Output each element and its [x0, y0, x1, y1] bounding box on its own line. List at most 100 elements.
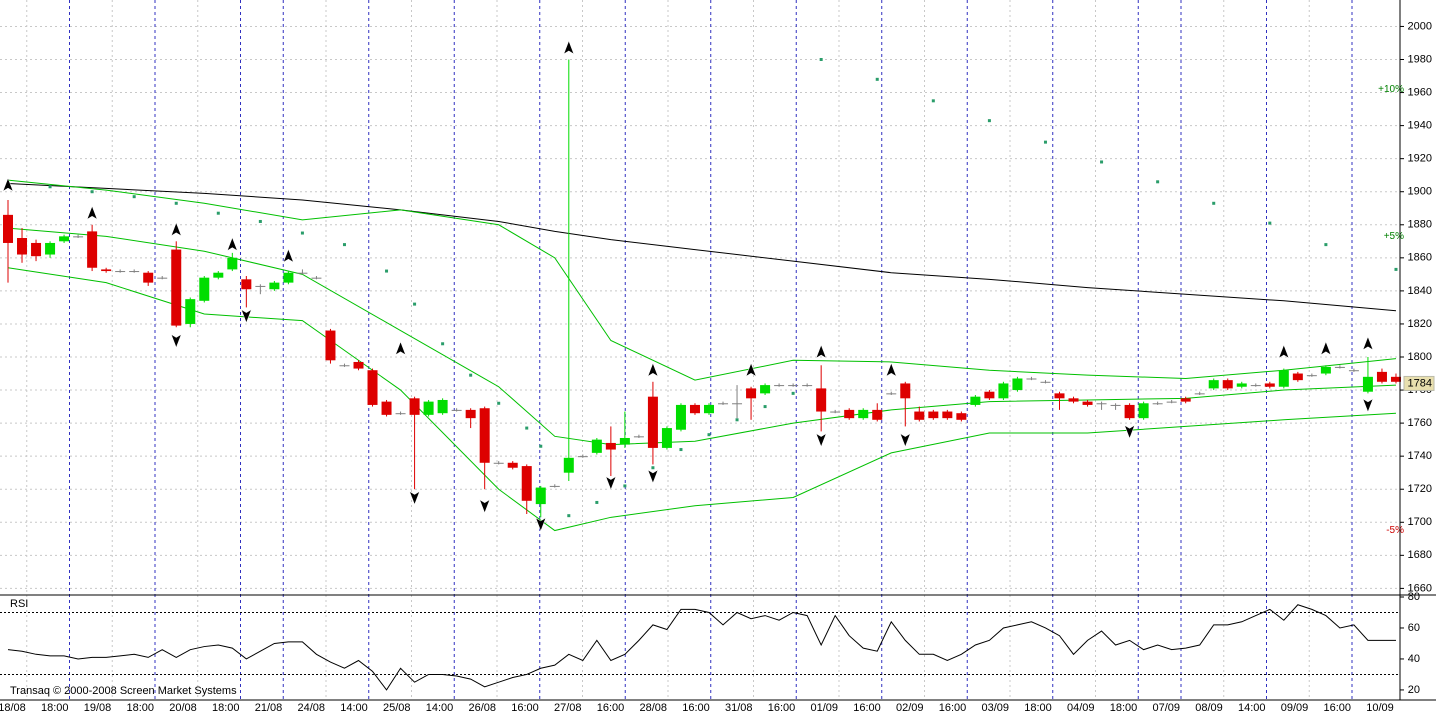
y-tick-label: 1680: [1408, 549, 1432, 561]
candle-body: [31, 242, 42, 257]
y-tick-label: 1820: [1408, 318, 1432, 330]
last-price-label: 1784: [1408, 377, 1432, 389]
sar-dot: [441, 342, 445, 346]
candle-body: [395, 413, 406, 415]
sar-dot: [1156, 180, 1160, 184]
x-tick-label: 08/09: [1195, 702, 1223, 714]
x-tick-label: 26/08: [468, 702, 496, 714]
candle-body: [998, 383, 1009, 399]
candle-body: [451, 409, 462, 411]
candle-body: [1390, 376, 1401, 382]
candle-body: [339, 365, 350, 367]
sar-dot: [735, 418, 739, 422]
x-tick-label: 24/08: [297, 702, 325, 714]
y-tick-label: 1720: [1408, 483, 1432, 495]
signal-up: [745, 362, 757, 377]
candle-body: [1166, 401, 1177, 403]
y-tick-label: 1980: [1408, 53, 1432, 65]
candle-body: [1362, 376, 1373, 392]
x-tick-label: 19/08: [84, 702, 112, 714]
sar-dot: [469, 373, 473, 377]
x-tick-label: 25/08: [383, 702, 411, 714]
y-tick-label: 1660: [1408, 582, 1432, 594]
candle-body: [325, 330, 336, 361]
y-tick-label: 1940: [1408, 120, 1432, 132]
candle-body: [423, 401, 434, 415]
x-tick-label: 18:00: [41, 702, 69, 714]
candle-body: [1096, 403, 1107, 405]
sar-dot: [623, 484, 627, 488]
sar-dot: [679, 448, 683, 452]
x-tick-label: 16:00: [511, 702, 539, 714]
panel-title: RSI: [10, 598, 28, 610]
signal-up: [1320, 341, 1332, 356]
overlay-line: [7, 182, 1397, 312]
candle-body: [816, 388, 827, 412]
candle-body: [1278, 370, 1289, 387]
signal-up: [395, 341, 407, 356]
annotation: +10%: [1378, 84, 1404, 95]
x-tick-label: 14:00: [340, 702, 368, 714]
x-tick-label: 04/09: [1067, 702, 1095, 714]
sar-dot: [595, 500, 599, 504]
y-tick-label: 1700: [1408, 516, 1432, 528]
signal-down: [479, 499, 491, 514]
candle-body: [213, 272, 224, 278]
candle-body: [1082, 401, 1093, 405]
candle-body: [661, 428, 672, 448]
x-tick-label: 16:00: [597, 702, 625, 714]
x-tick-label: 14:00: [1238, 702, 1266, 714]
overlay-line: [7, 267, 1397, 532]
candle-body: [746, 388, 757, 399]
signal-down: [170, 333, 182, 349]
y-tick-label: 80: [1408, 591, 1420, 603]
candle-body: [73, 236, 84, 238]
candle-body: [1040, 381, 1051, 383]
candle-body: [732, 403, 743, 405]
candle-body: [521, 466, 532, 501]
x-tick-label: 18:00: [126, 702, 154, 714]
sar-dot: [132, 195, 136, 199]
candle-body: [3, 214, 13, 243]
y-tick-label: 1880: [1408, 219, 1432, 231]
candle-body: [802, 385, 813, 387]
candle-body: [297, 272, 308, 274]
candle-body: [381, 401, 392, 415]
y-tick-label: 2000: [1408, 20, 1432, 32]
signal-up: [815, 344, 827, 359]
candle-body: [886, 393, 897, 395]
candle-body: [900, 383, 911, 399]
candle-body: [115, 271, 126, 273]
candle-body: [255, 285, 266, 287]
candle-body: [479, 408, 490, 463]
sar-dot: [497, 401, 501, 405]
candle-body: [157, 277, 168, 279]
candle-body: [1012, 378, 1023, 391]
sar-dot: [1268, 221, 1272, 225]
candle-body: [101, 269, 112, 272]
candle-body: [353, 361, 364, 369]
x-tick-label: 14:00: [426, 702, 454, 714]
candle-body: [465, 409, 476, 419]
candle-body: [1348, 370, 1359, 372]
y-tick-label: 1960: [1408, 86, 1432, 98]
x-tick-label: 16:00: [939, 702, 967, 714]
candle-body: [563, 457, 574, 473]
signal-up: [2, 177, 14, 192]
candle-body: [774, 385, 785, 387]
sar-dot: [987, 119, 991, 123]
signal-down: [605, 476, 617, 491]
y-tick-label: 1860: [1408, 252, 1432, 264]
candle-body: [45, 242, 56, 255]
candle-body: [199, 277, 210, 301]
candle-body: [970, 396, 981, 405]
sar-dot: [1212, 201, 1216, 205]
candle-body: [605, 442, 616, 450]
candle-body: [493, 462, 504, 464]
sar-dot: [342, 243, 346, 247]
candle-body: [760, 385, 771, 394]
candle-body: [87, 231, 98, 268]
x-tick-label: 09/09: [1281, 702, 1309, 714]
